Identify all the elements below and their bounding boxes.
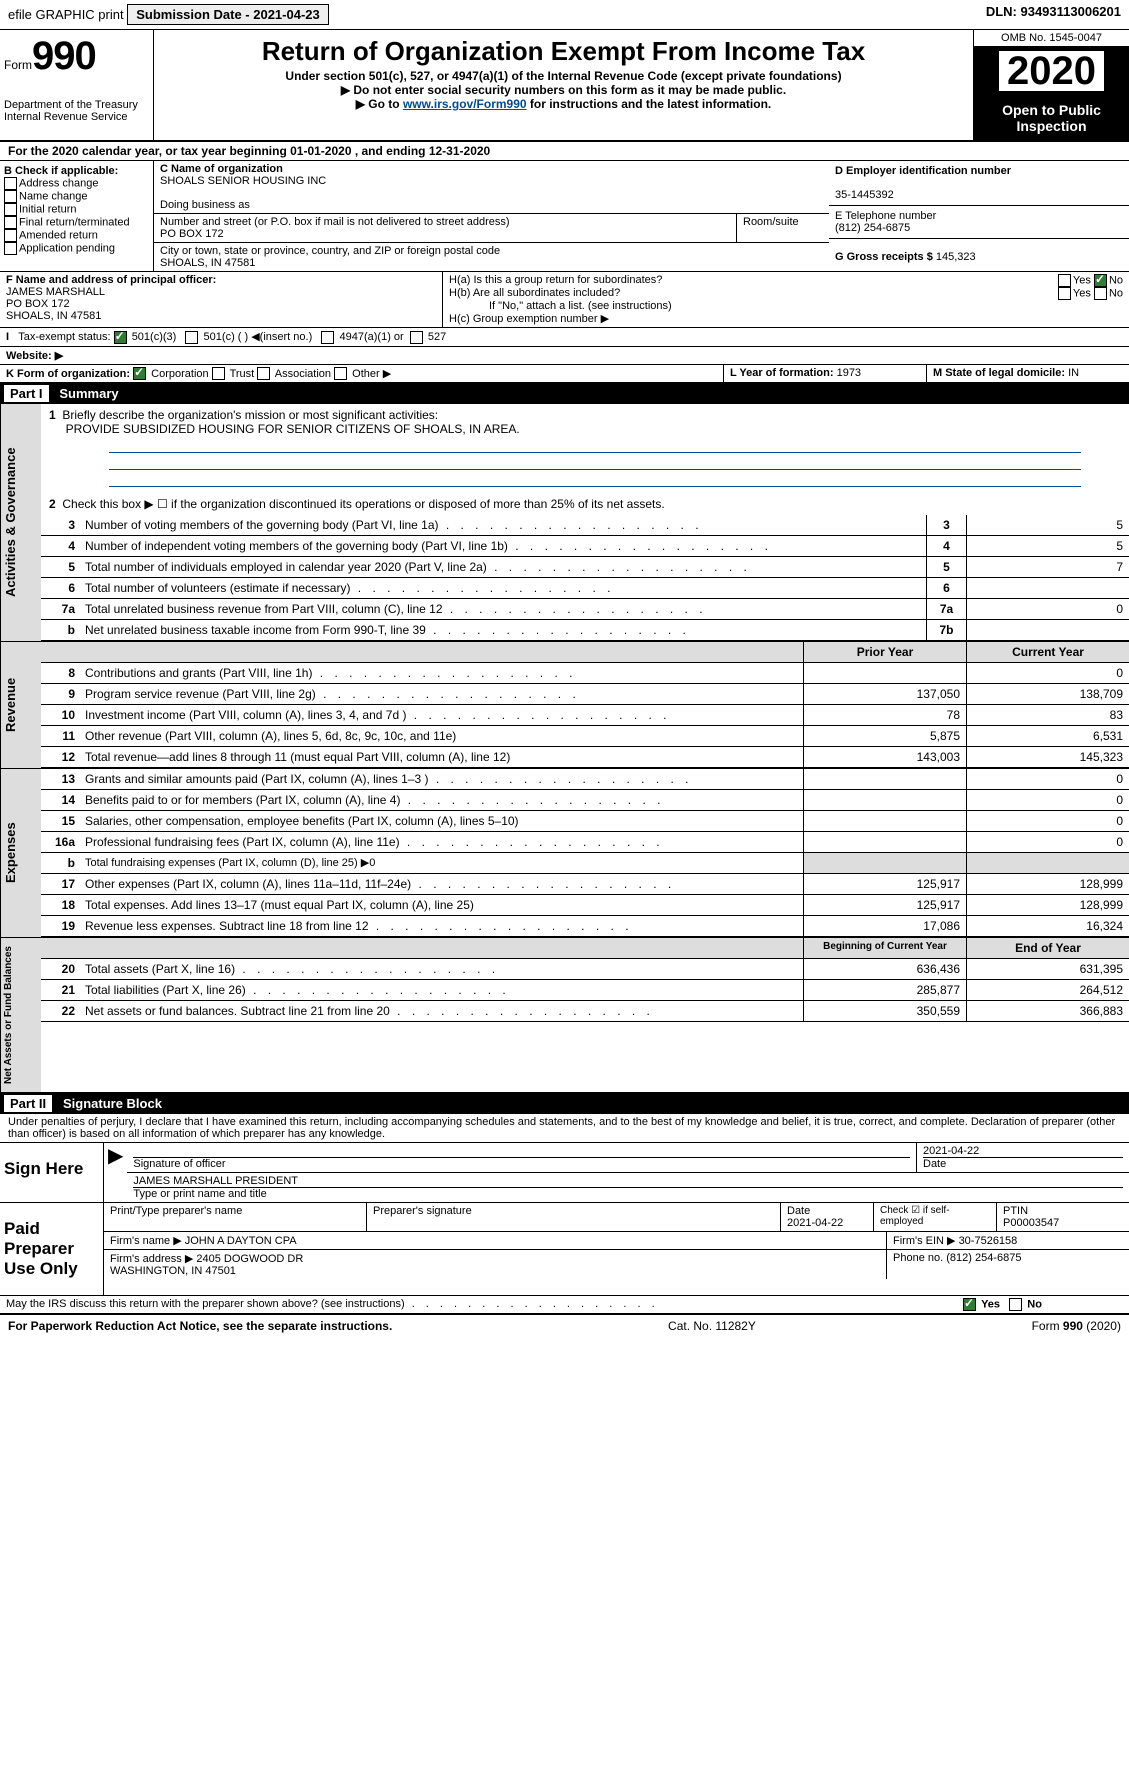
top-bar: efile GRAPHIC print Submission Date - 20… <box>0 0 1129 30</box>
netassets-label: Net Assets or Fund Balances <box>0 938 41 1092</box>
officer-printed: JAMES MARSHALL PRESIDENT <box>133 1175 298 1187</box>
checkbox-discuss-yes[interactable] <box>963 1298 976 1311</box>
telephone: (812) 254-6875 <box>835 222 910 234</box>
sign-here-label: Sign Here <box>0 1143 104 1202</box>
section-d: D Employer identification number 35-1445… <box>829 161 1129 271</box>
dept-label: Department of the Treasury Internal Reve… <box>4 99 149 123</box>
checkbox-501c3[interactable] <box>114 331 127 344</box>
ein: 35-1445392 <box>835 189 894 201</box>
checkbox-ha-yes[interactable] <box>1058 274 1071 287</box>
firm-name: JOHN A DAYTON CPA <box>185 1235 297 1247</box>
ptin: P00003547 <box>1003 1217 1059 1229</box>
checkbox-hb-yes[interactable] <box>1058 287 1071 300</box>
subtitle: Under section 501(c), 527, or 4947(a)(1)… <box>158 69 969 83</box>
mission: PROVIDE SUBSIDIZED HOUSING FOR SENIOR CI… <box>66 422 520 436</box>
state-domicile: IN <box>1068 367 1079 379</box>
checkbox-hb-no[interactable] <box>1094 287 1107 300</box>
footer-left: For Paperwork Reduction Act Notice, see … <box>8 1319 392 1333</box>
declaration: Under penalties of perjury, I declare th… <box>0 1114 1129 1143</box>
open-public: Open to Public Inspection <box>974 96 1129 140</box>
expenses-label: Expenses <box>0 769 41 937</box>
part2-header: Part II Signature Block <box>0 1093 1129 1114</box>
org-address: PO BOX 172 <box>160 228 224 240</box>
year-formation: 1973 <box>837 367 861 379</box>
checkbox-name[interactable] <box>4 190 17 203</box>
checkbox-initial[interactable] <box>4 203 17 216</box>
note2: ▶ Go to www.irs.gov/Form990 for instruct… <box>158 97 969 111</box>
section-b: B Check if applicable: Address change Na… <box>0 161 154 271</box>
org-city: SHOALS, IN 47581 <box>160 257 255 269</box>
form-header: Form990 Department of the Treasury Inter… <box>0 30 1129 142</box>
checkbox-final[interactable] <box>4 216 17 229</box>
checkbox-amended[interactable] <box>4 229 17 242</box>
tax-year: 2020 <box>999 51 1104 91</box>
revenue-label: Revenue <box>0 642 41 768</box>
checkbox-corp[interactable] <box>133 367 146 380</box>
form-number: 990 <box>32 34 96 78</box>
checkbox-pending[interactable] <box>4 242 17 255</box>
gross-receipts: 145,323 <box>936 251 976 263</box>
part1-header: Part I Summary <box>0 383 1129 404</box>
paid-preparer-label: Paid Preparer Use Only <box>0 1203 104 1295</box>
section-a: For the 2020 calendar year, or tax year … <box>0 142 1129 161</box>
firm-ein: 30-7526158 <box>959 1235 1018 1247</box>
efile-label: efile GRAPHIC print <box>8 7 124 22</box>
firm-phone: (812) 254-6875 <box>946 1252 1021 1264</box>
note1: ▶ Do not enter social security numbers o… <box>158 83 969 97</box>
org-name: SHOALS SENIOR HOUSING INC <box>160 175 326 187</box>
irs-link[interactable]: www.irs.gov/Form990 <box>403 97 527 111</box>
footer-right: Form 990 (2020) <box>1032 1319 1121 1333</box>
checkbox-ha-no[interactable] <box>1094 274 1107 287</box>
section-c: C Name of organization SHOALS SENIOR HOU… <box>154 161 829 271</box>
checkbox-discuss-no[interactable] <box>1009 1298 1022 1311</box>
checkbox-address[interactable] <box>4 177 17 190</box>
dln-label: DLN: 93493113006201 <box>986 4 1121 19</box>
governance-label: Activities & Governance <box>0 404 41 641</box>
b-label: B Check if applicable: <box>4 165 118 177</box>
form-title: Return of Organization Exempt From Incom… <box>158 36 969 67</box>
omb-number: OMB No. 1545-0047 <box>974 30 1129 47</box>
footer-mid: Cat. No. 11282Y <box>668 1319 756 1333</box>
submission-date-btn[interactable]: Submission Date - 2021-04-23 <box>127 4 329 25</box>
section-j: Website: ▶ <box>0 347 1129 364</box>
form-label: Form <box>4 58 32 72</box>
officer-name: JAMES MARSHALL <box>6 286 105 298</box>
